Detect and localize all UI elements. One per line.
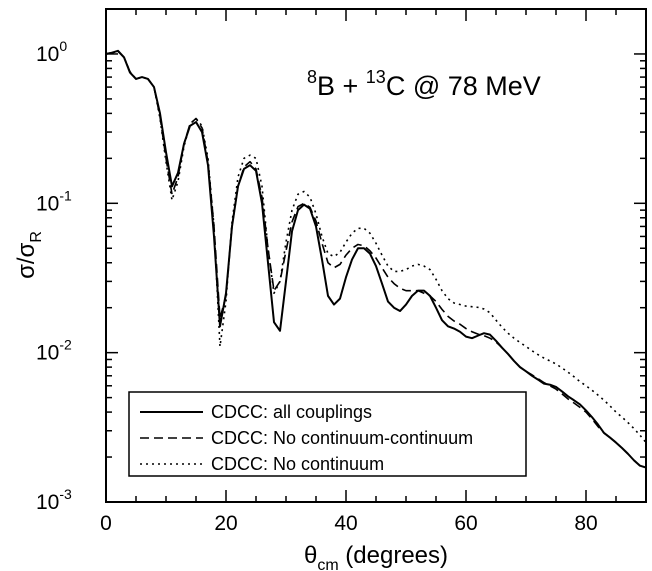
series-group [106, 49, 646, 469]
series-line-dashed [106, 50, 646, 469]
y-tick-exponent: -1 [59, 187, 72, 203]
x-axis-subscript: cm [317, 557, 338, 571]
legend-label: CDCC: No continuum [211, 454, 384, 474]
x-axis-rest: (degrees) [339, 542, 448, 569]
annotation-post: C @ 78 MeV [386, 71, 541, 101]
annotation-sup1: 8 [307, 67, 317, 87]
annotation-sup2: 13 [366, 67, 386, 87]
annotation-mid: B + [317, 71, 366, 101]
legend: CDCC: all couplings CDCC: No continuum-co… [128, 391, 527, 477]
ticks [105, 8, 647, 503]
x-tick-label: 40 [334, 512, 357, 535]
y-tick-label: 10-1 [36, 187, 72, 215]
y-tick-label: 100 [36, 38, 67, 66]
chart-annotation: 8B + 13C @ 78 MeV [307, 67, 541, 101]
y-tick-exponent: -2 [59, 337, 72, 353]
y-tick-base: 10 [36, 491, 59, 514]
y-tick-label: 10-3 [36, 486, 72, 514]
x-tick-label: 20 [214, 512, 237, 535]
series-line-solid [106, 49, 646, 469]
y-tick-base: 10 [36, 342, 59, 365]
y-tick-exponent: -3 [59, 486, 72, 502]
y-tick-base: 10 [36, 192, 59, 215]
y-axis-subscript: R [28, 231, 45, 243]
series-line-dotted [106, 50, 646, 444]
x-axis-title: θcm (degrees) [304, 542, 448, 571]
legend-label: CDCC: No continuum-continuum [211, 428, 473, 448]
x-tick-label: 80 [574, 512, 597, 535]
legend-label: CDCC: all couplings [211, 402, 372, 422]
y-tick-label: 10-2 [36, 337, 72, 365]
legend-box [128, 391, 527, 477]
y-tick-exponent: 0 [59, 38, 67, 54]
y-axis-title: σ/σR [13, 231, 45, 279]
x-axis-symbol: θ [304, 542, 317, 569]
y-tick-base: 10 [36, 43, 59, 66]
x-tick-label: 0 [100, 512, 112, 535]
y-axis-main: σ/σ [13, 242, 40, 278]
x-tick-label: 60 [454, 512, 477, 535]
